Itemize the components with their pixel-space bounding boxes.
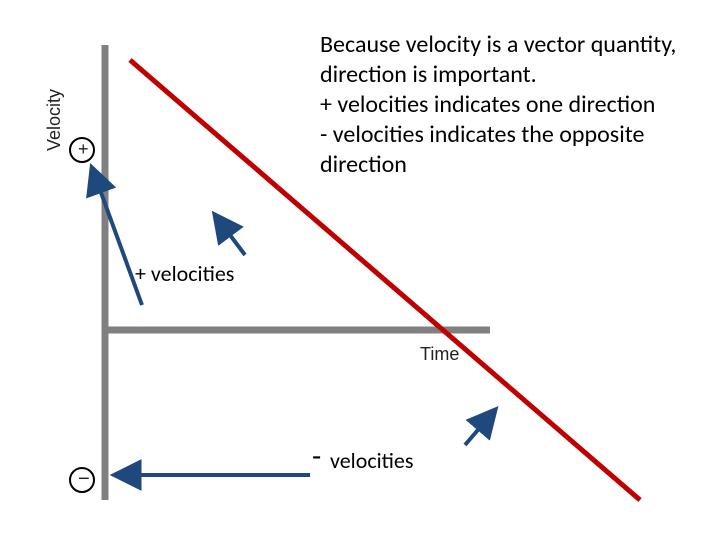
arrow-neg-short bbox=[465, 410, 495, 445]
minus-sign: − bbox=[78, 468, 90, 490]
positive-velocities-label: + velocities bbox=[135, 260, 234, 287]
y-axis-label: Velocity bbox=[44, 89, 64, 151]
explanation-text: Because velocity is a vector quantity, d… bbox=[320, 30, 710, 180]
diagram-stage: Velocity Time + − Because velocity is a … bbox=[0, 0, 720, 540]
x-axis-label: Time bbox=[420, 344, 459, 364]
arrow-pos-short bbox=[215, 215, 245, 255]
negative-dash: - bbox=[312, 438, 321, 475]
negative-velocities-label: velocities bbox=[330, 447, 413, 474]
plus-sign: + bbox=[78, 139, 89, 159]
